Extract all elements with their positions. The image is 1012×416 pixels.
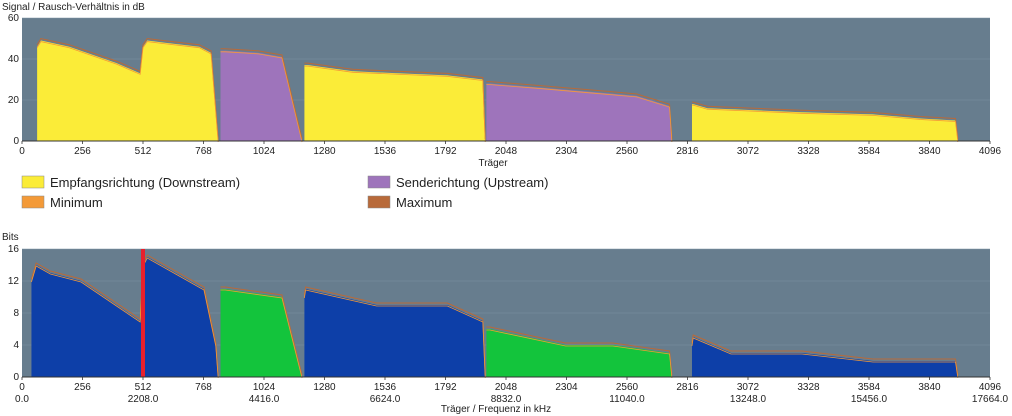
x-tick-label: 1536 (374, 146, 397, 157)
x-tick-label-secondary: 17664.0 (972, 394, 1009, 405)
x-tick-label-secondary: 15456.0 (851, 394, 888, 405)
bits-chart: 0 4 8 12 16 0 256 512 768 1024 1280 1536 1792 2048 230… (8, 244, 1009, 405)
x-tick-label: 3072 (737, 146, 760, 157)
x-tick-label: 1792 (434, 382, 457, 393)
x-tick-label: 0 (19, 146, 25, 157)
series-min-line-1-1 (220, 289, 303, 379)
x-tick-label: 3328 (797, 146, 820, 157)
x-tick-label: 3840 (918, 146, 941, 157)
series-area-1-2 (304, 289, 486, 377)
y-tick-label: 12 (8, 276, 20, 287)
series-max-line-1-4 (691, 334, 959, 376)
series-min-line-0-2 (304, 65, 486, 143)
y-tick-label: 16 (8, 244, 20, 255)
x-tick-label: 2304 (555, 382, 578, 393)
series-area-0-0 (37, 40, 219, 141)
x-tick-label: 1024 (253, 382, 276, 393)
series-area-1-3 (486, 329, 672, 377)
x-tick-label: 3840 (918, 382, 941, 393)
bits-x-axis-label: Träger / Frequenz in kHz (441, 404, 551, 415)
series-area-1-1 (220, 289, 303, 377)
y-tick-label: 0 (13, 136, 19, 147)
x-tick-label: 3584 (858, 382, 881, 393)
y-tick-label: 40 (8, 54, 20, 65)
series-area-1-0 (31, 257, 219, 377)
x-tick-label: 1536 (374, 382, 397, 393)
x-tick-label: 1024 (253, 146, 276, 157)
series-max-line-1-1 (220, 286, 303, 376)
x-tick-label: 3584 (858, 146, 881, 157)
series-area-0-1 (220, 50, 303, 141)
series-min-line-1-4 (691, 337, 959, 379)
x-tick-label: 2816 (676, 382, 699, 393)
x-tick-label-secondary: 11040.0 (609, 394, 645, 405)
x-tick-label: 2048 (495, 382, 518, 393)
series-area-0-2 (304, 65, 486, 141)
bits-chart-title: Bits (2, 232, 19, 243)
x-tick-label: 3072 (737, 382, 760, 393)
snr-legend: Empfangsrichtung (Downstream) Sendericht… (21, 175, 548, 210)
x-tick-label-secondary: 8832.0 (491, 394, 522, 405)
series-max-line-0-3 (486, 81, 673, 140)
x-tick-label: 1280 (313, 146, 336, 157)
series-max-line-0-4 (691, 101, 959, 140)
series-min-line-0-3 (486, 84, 673, 143)
y-tick-label: 60 (8, 13, 20, 24)
x-tick-label: 2560 (616, 146, 639, 157)
x-tick-label: 2048 (495, 146, 518, 157)
x-tick-label-secondary: 2208.0 (128, 394, 159, 405)
x-tick-label: 4096 (979, 382, 1002, 393)
legend-label-minimum: Minimum (50, 195, 103, 210)
series-area-0-3 (486, 83, 672, 141)
snr-x-axis-label: Träger (478, 158, 508, 169)
x-tick-label: 256 (74, 382, 91, 393)
series-min-line-1-3 (486, 329, 673, 379)
x-tick-label-secondary: 4416.0 (249, 394, 280, 405)
series-min-line-0-4 (691, 104, 959, 143)
series-min-line-0-1 (220, 51, 303, 143)
legend-swatch-maximum (367, 195, 391, 209)
x-tick-label: 512 (135, 146, 152, 157)
x-tick-label: 1280 (313, 382, 336, 393)
x-tick-label: 1792 (434, 146, 457, 157)
x-tick-label-secondary: 6624.0 (370, 394, 401, 405)
x-tick-label: 4096 (979, 146, 1002, 157)
series-max-line-0-1 (220, 48, 303, 140)
x-tick-label-secondary: 13248.0 (730, 394, 767, 405)
series-min-line-0-0 (36, 41, 219, 143)
series-area-0-4 (691, 104, 958, 141)
series-max-line-0-0 (36, 37, 219, 140)
x-tick-label: 768 (195, 382, 212, 393)
y-tick-label: 20 (8, 95, 20, 106)
x-tick-label: 512 (135, 382, 152, 393)
legend-swatch-downstream (21, 175, 45, 189)
legend-swatch-minimum (21, 195, 45, 209)
y-tick-label: 8 (13, 308, 19, 319)
x-tick-label: 2816 (676, 146, 699, 157)
series-max-line-0-2 (304, 62, 486, 140)
x-tick-label: 3328 (797, 382, 820, 393)
legend-label-maximum: Maximum (396, 195, 452, 210)
legend-label-downstream: Empfangsrichtung (Downstream) (50, 175, 240, 190)
legend-swatch-upstream (367, 175, 391, 189)
x-tick-label: 256 (74, 146, 91, 157)
x-tick-label: 768 (195, 146, 212, 157)
x-tick-label-secondary: 0.0 (15, 394, 29, 405)
x-tick-label: 0 (19, 382, 25, 393)
legend-label-upstream: Senderichtung (Upstream) (396, 175, 548, 190)
series-min-line-1-2 (304, 289, 486, 379)
snr-chart: 0 20 40 60 0 256 512 768 1024 1280 1536 1792 2048 230… (8, 13, 1002, 157)
snr-chart-title: Signal / Rausch-Verhältnis in dB (2, 2, 145, 13)
x-tick-label: 2304 (555, 146, 578, 157)
y-tick-label: 0 (13, 372, 19, 383)
y-tick-label: 4 (13, 340, 19, 351)
x-tick-label: 2560 (616, 382, 639, 393)
marker-line (141, 249, 145, 377)
